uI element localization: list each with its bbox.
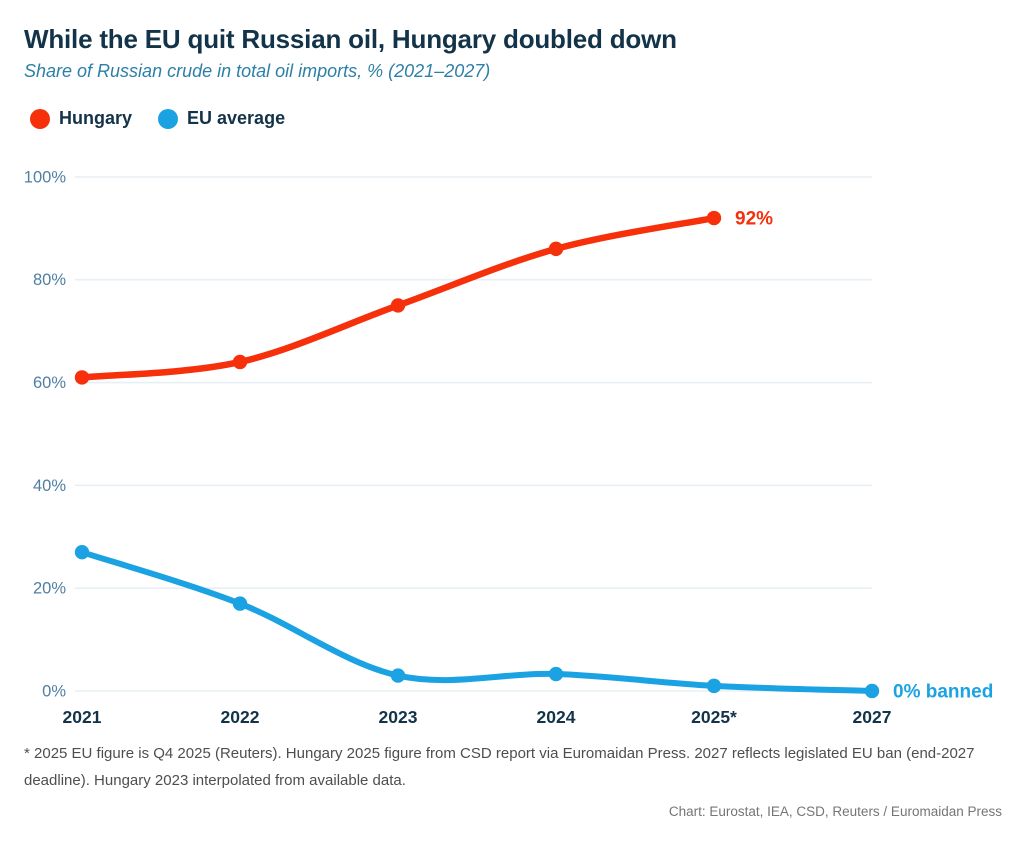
hungary-data-point-dot	[548, 241, 564, 257]
chart-title: While the EU quit Russian oil, Hungary d…	[24, 24, 677, 54]
chart-subtitle: Share of Russian crude in total oil impo…	[24, 61, 491, 81]
eu-average-data-point-dot	[548, 666, 564, 682]
x-axis-tick-label: 2024	[537, 707, 576, 727]
y-axis-tick-label: 80%	[33, 271, 66, 289]
source-credit: Chart: Eurostat, IEA, CSD, Reuters / Eur…	[668, 804, 1002, 819]
line-chart: 0% 20% 40% 60% 80% 100% 2021 2022 2023 2024 2025* 2…	[24, 168, 994, 727]
x-axis-tick-label: 2025*	[691, 707, 737, 727]
y-axis-tick-label: 40%	[33, 477, 66, 495]
eu-average-data-point-dot	[864, 683, 880, 699]
legend-item-eu: EU average	[158, 108, 285, 129]
legend-item-hungary: Hungary	[30, 108, 132, 129]
hungary-series-dot-icon	[30, 108, 50, 129]
eu-average-line	[79, 549, 875, 694]
eu-average-series-dot-icon	[158, 108, 179, 129]
hungary-line	[78, 214, 718, 381]
x-axis-tick-label: 2027	[853, 707, 892, 727]
y-axis-tick-label: 60%	[33, 374, 66, 392]
hungary-data-point-dot	[232, 354, 248, 370]
hungary-end-value-label: 92%	[735, 209, 773, 230]
eu-average-data-point-dot	[74, 544, 90, 560]
eu-average-data-point-dot	[390, 668, 406, 683]
legend-label-eu: EU average	[187, 108, 286, 128]
hungary-data-point-dot	[390, 298, 406, 313]
hungary-data-point-dot	[74, 370, 90, 385]
footnote: * 2025 EU figure is Q4 2025 (Reuters). H…	[24, 745, 975, 789]
y-axis-tick-label: 20%	[33, 580, 66, 598]
hungary-data-point-dot	[706, 210, 722, 226]
x-axis-tick-label: 2021	[63, 707, 102, 727]
x-axis-tick-label: 2023	[379, 707, 418, 727]
legend-label-hungary: Hungary	[59, 108, 133, 128]
x-axis-tick-label: 2022	[221, 707, 260, 727]
y-axis-tick-label: 0%	[42, 683, 66, 701]
y-axis-tick-label: 100%	[24, 168, 67, 186]
eu-average-end-value-label: 0% banned	[893, 682, 993, 703]
legend: Hungary EU average	[30, 108, 285, 129]
eu-average-data-point-dot	[706, 678, 722, 694]
eu-average-data-point-dot	[232, 596, 248, 611]
